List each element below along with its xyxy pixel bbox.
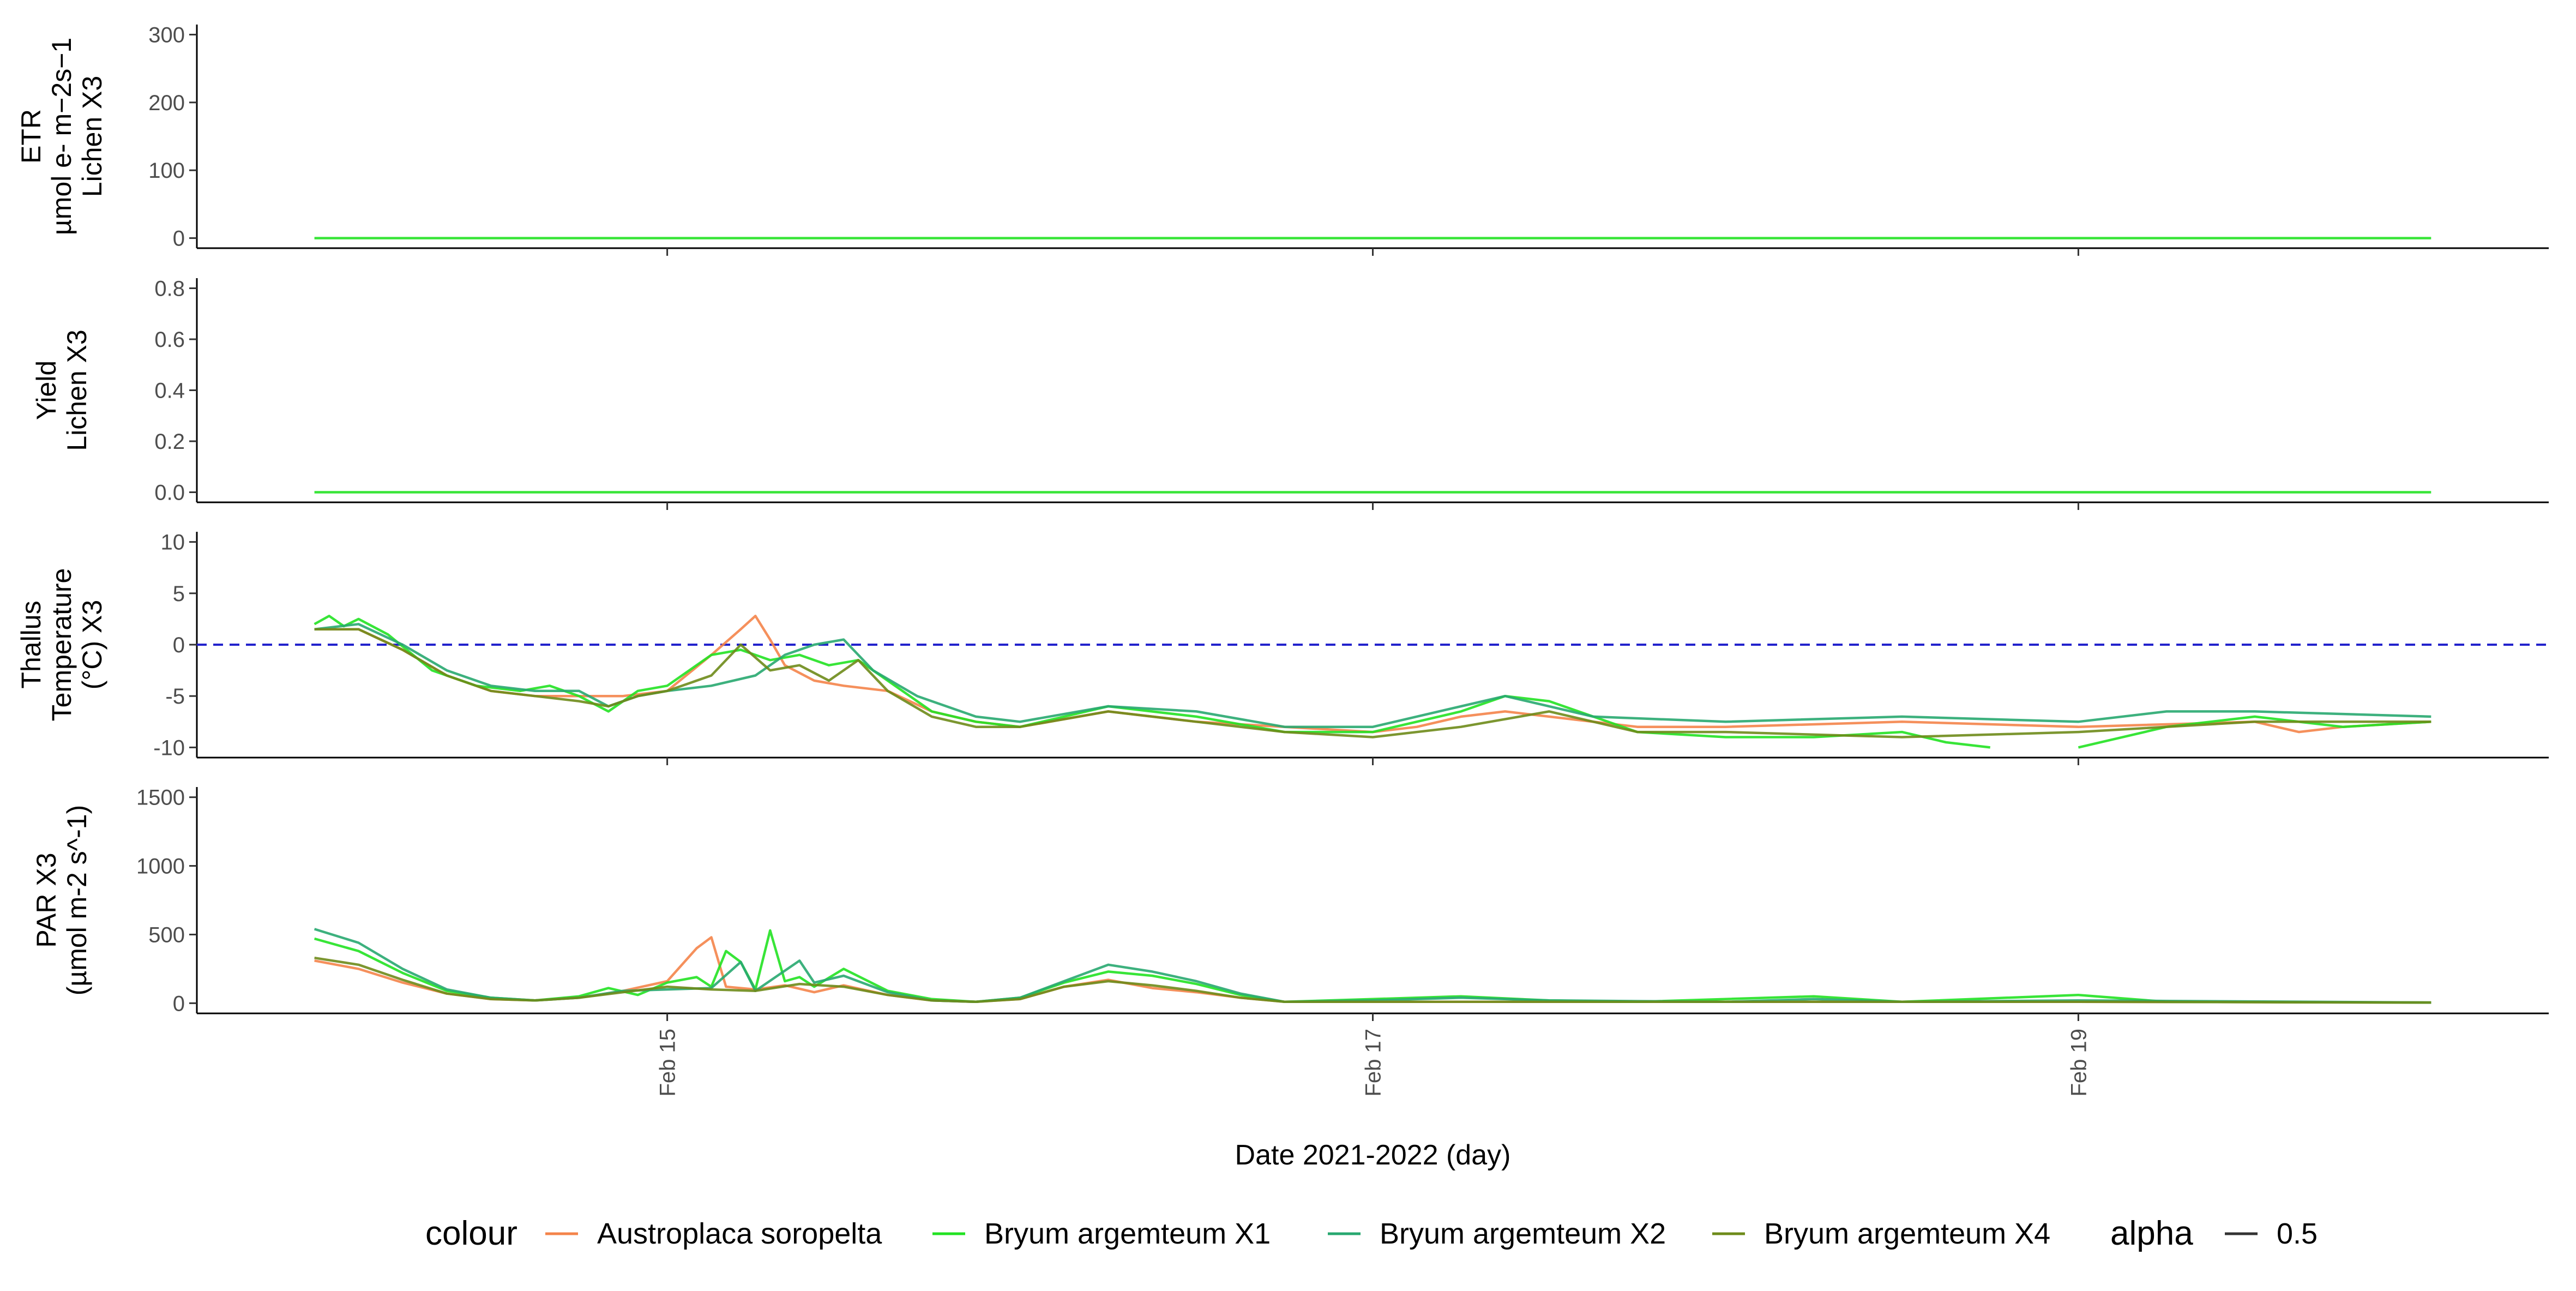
y-tick-label-yield-0: 0.0 (154, 481, 185, 505)
y-axis-label-temperature-0: Thallus (16, 601, 46, 688)
y-tick-label-etr-1: 100 (148, 159, 185, 183)
y-axis-label-par-1: (µmol m-2 s^-1) (62, 805, 92, 996)
y-axis-label-yield-0: Yield (31, 361, 62, 420)
series-line-par-3 (314, 956, 2431, 1004)
y-tick-label-temperature-4: 10 (161, 531, 185, 555)
y-tick-label-etr-3: 300 (148, 23, 185, 47)
y-axis-label-etr-0: ETR (16, 109, 46, 164)
y-tick-label-par-3: 1500 (136, 786, 185, 810)
y-tick-label-temperature-1: -5 (165, 684, 185, 708)
y-tick-label-yield-2: 0.4 (154, 379, 185, 403)
series-line-temperature-2 (314, 623, 2431, 728)
series-line-temperature-0 (314, 615, 2431, 734)
y-tick-label-par-1: 500 (148, 923, 185, 947)
y-tick-label-temperature-3: 5 (173, 582, 185, 606)
y-tick-label-temperature-0: -10 (153, 736, 185, 760)
legend-label-1: Bryum argemteum X1 (984, 1217, 1271, 1250)
y-tick-label-par-0: 0 (173, 992, 185, 1016)
y-axis-label-temperature-1: Temperature (46, 568, 77, 722)
y-tick-label-yield-3: 0.6 (154, 328, 185, 352)
y-tick-label-temperature-2: 0 (173, 633, 185, 657)
legend-title-colour: colour (425, 1215, 517, 1252)
legend-title-alpha: alpha (2110, 1215, 2193, 1252)
y-axis-label-temperature-2: (°C) X3 (77, 600, 107, 689)
y-tick-label-yield-1: 0.2 (154, 430, 185, 454)
x-tick-label-0: Feb 15 (656, 1029, 680, 1097)
y-axis-label-par-0: PAR X3 (31, 852, 62, 947)
legend-label-alpha: 0.5 (2277, 1217, 2318, 1250)
legend-label-2: Bryum argemteum X2 (1380, 1217, 1666, 1250)
x-tick-label-1: Feb 17 (1362, 1029, 1386, 1097)
legend-label-3: Bryum argemteum X4 (1764, 1217, 2050, 1250)
y-axis-label-yield-1: Lichen X3 (62, 329, 92, 451)
y-tick-label-etr-0: 0 (173, 227, 185, 251)
y-tick-label-yield-4: 0.8 (154, 277, 185, 301)
y-axis-label-etr-1: µmol e- m−2s−1 (46, 38, 77, 235)
y-tick-label-par-2: 1000 (136, 855, 185, 879)
x-axis-title: Date 2021-2022 (day) (1235, 1139, 1511, 1171)
y-tick-label-etr-2: 200 (148, 91, 185, 115)
y-axis-label-etr-2: Lichen X3 (77, 76, 107, 197)
x-tick-label-2: Feb 19 (2067, 1029, 2091, 1097)
series-line-temperature-3 (314, 628, 2431, 738)
legend-label-0: Austroplaca soropelta (597, 1217, 882, 1250)
